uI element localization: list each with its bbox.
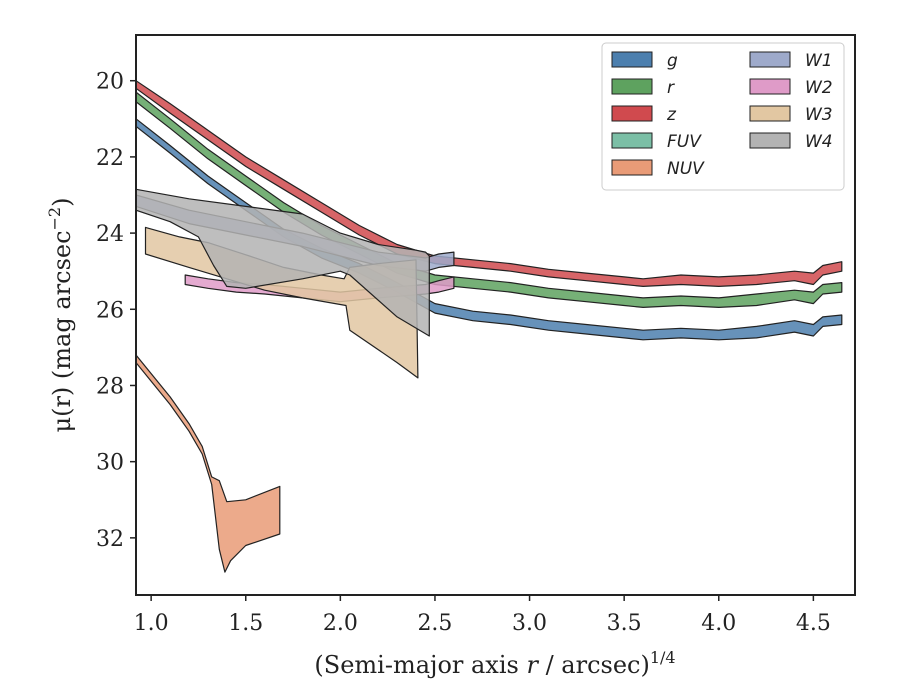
x-axis-title: (Semi-major axis r / arcsec)1/4	[314, 648, 675, 679]
legend-swatch-w3	[749, 105, 791, 122]
legend-label-nuv: NUV	[667, 159, 705, 179]
legend-swatch-fuv	[611, 132, 653, 149]
legend-label-w4: W4	[805, 132, 833, 152]
legend-swatch-z	[611, 105, 653, 122]
legend-label-z: z	[666, 105, 677, 125]
y-tick-label: 24	[96, 222, 124, 247]
x-tick-label: 1.5	[228, 611, 263, 636]
x-tick-label: 2.5	[417, 611, 452, 636]
legend-label-w3: W3	[805, 105, 833, 125]
legend-label-fuv: FUV	[667, 132, 702, 152]
plot-frame	[135, 34, 856, 596]
series-area-z	[136, 80, 843, 287]
legend-swatch-g	[611, 51, 653, 68]
y-tick-label: 30	[96, 451, 124, 476]
legend: grz FUV NUV W1 W2 W3 W4	[601, 42, 845, 191]
plot-area-series	[136, 80, 843, 573]
y-tick-label: 28	[96, 374, 124, 399]
x-tick-label: 1.0	[134, 611, 169, 636]
legend-swatch-w2	[749, 78, 791, 95]
y-tick-label: 32	[96, 527, 124, 552]
y-tick-label: 22	[96, 146, 124, 171]
x-tick-label: 3.5	[607, 611, 642, 636]
x-tick-label: 2.0	[323, 611, 358, 636]
x-tick-label: 4.0	[701, 611, 736, 636]
legend-swatch-r	[611, 78, 653, 95]
y-axis-title: μ(r) (mag arcsec−2)	[45, 198, 76, 433]
legend-label-g: g	[667, 51, 678, 71]
series-area-w4	[136, 188, 430, 337]
y-axis: 20 22 24 26 28 30 32	[96, 70, 136, 552]
x-tick-label: 4.5	[796, 611, 831, 636]
legend-swatch-w1	[749, 51, 791, 68]
series-area-nuv	[136, 354, 281, 573]
x-tick-label: 3.0	[512, 611, 547, 636]
legend-label-r: r	[667, 78, 675, 98]
x-axis: 1.0 1.5 2.0 2.5 3.0 3.5 4.0 4.5	[134, 595, 831, 636]
legend-label-w2: W2	[805, 78, 833, 98]
legend-swatch-nuv	[611, 159, 653, 176]
y-tick-label: 26	[96, 298, 124, 323]
y-tick-label: 20	[96, 70, 124, 95]
legend-label-w1: W1	[805, 51, 833, 71]
legend-swatch-w4	[749, 132, 791, 149]
